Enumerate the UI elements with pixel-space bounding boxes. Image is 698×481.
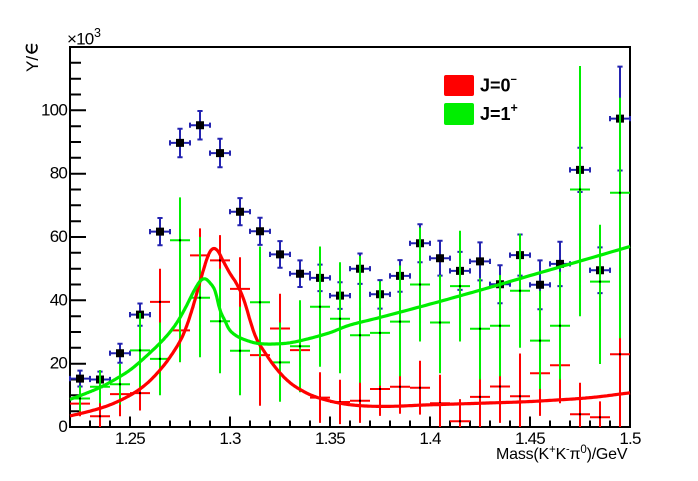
svg-text:1.4: 1.4 bbox=[419, 429, 441, 448]
svg-text:J=0−: J=0− bbox=[480, 74, 517, 96]
svg-text:20: 20 bbox=[50, 354, 68, 373]
svg-text:100: 100 bbox=[41, 100, 67, 119]
svg-text:40: 40 bbox=[50, 290, 68, 309]
svg-text:J=1+: J=1+ bbox=[480, 101, 518, 124]
svg-text:1.25: 1.25 bbox=[115, 429, 145, 448]
svg-text:60: 60 bbox=[50, 227, 68, 246]
svg-text:0: 0 bbox=[58, 417, 67, 436]
svg-text:Mass(K+K-π0)/GeV: Mass(K+K-π0)/GeV bbox=[496, 444, 628, 464]
svg-text:80: 80 bbox=[50, 164, 68, 183]
svg-text:3: 3 bbox=[94, 26, 101, 40]
svg-text:1.35: 1.35 bbox=[315, 429, 345, 448]
svg-text:1.3: 1.3 bbox=[219, 429, 241, 448]
svg-text:1.5: 1.5 bbox=[619, 429, 641, 448]
svg-text:×10: ×10 bbox=[67, 30, 94, 49]
svg-text:Y/: Y/ bbox=[23, 56, 42, 72]
svg-text:1.45: 1.45 bbox=[515, 429, 545, 448]
